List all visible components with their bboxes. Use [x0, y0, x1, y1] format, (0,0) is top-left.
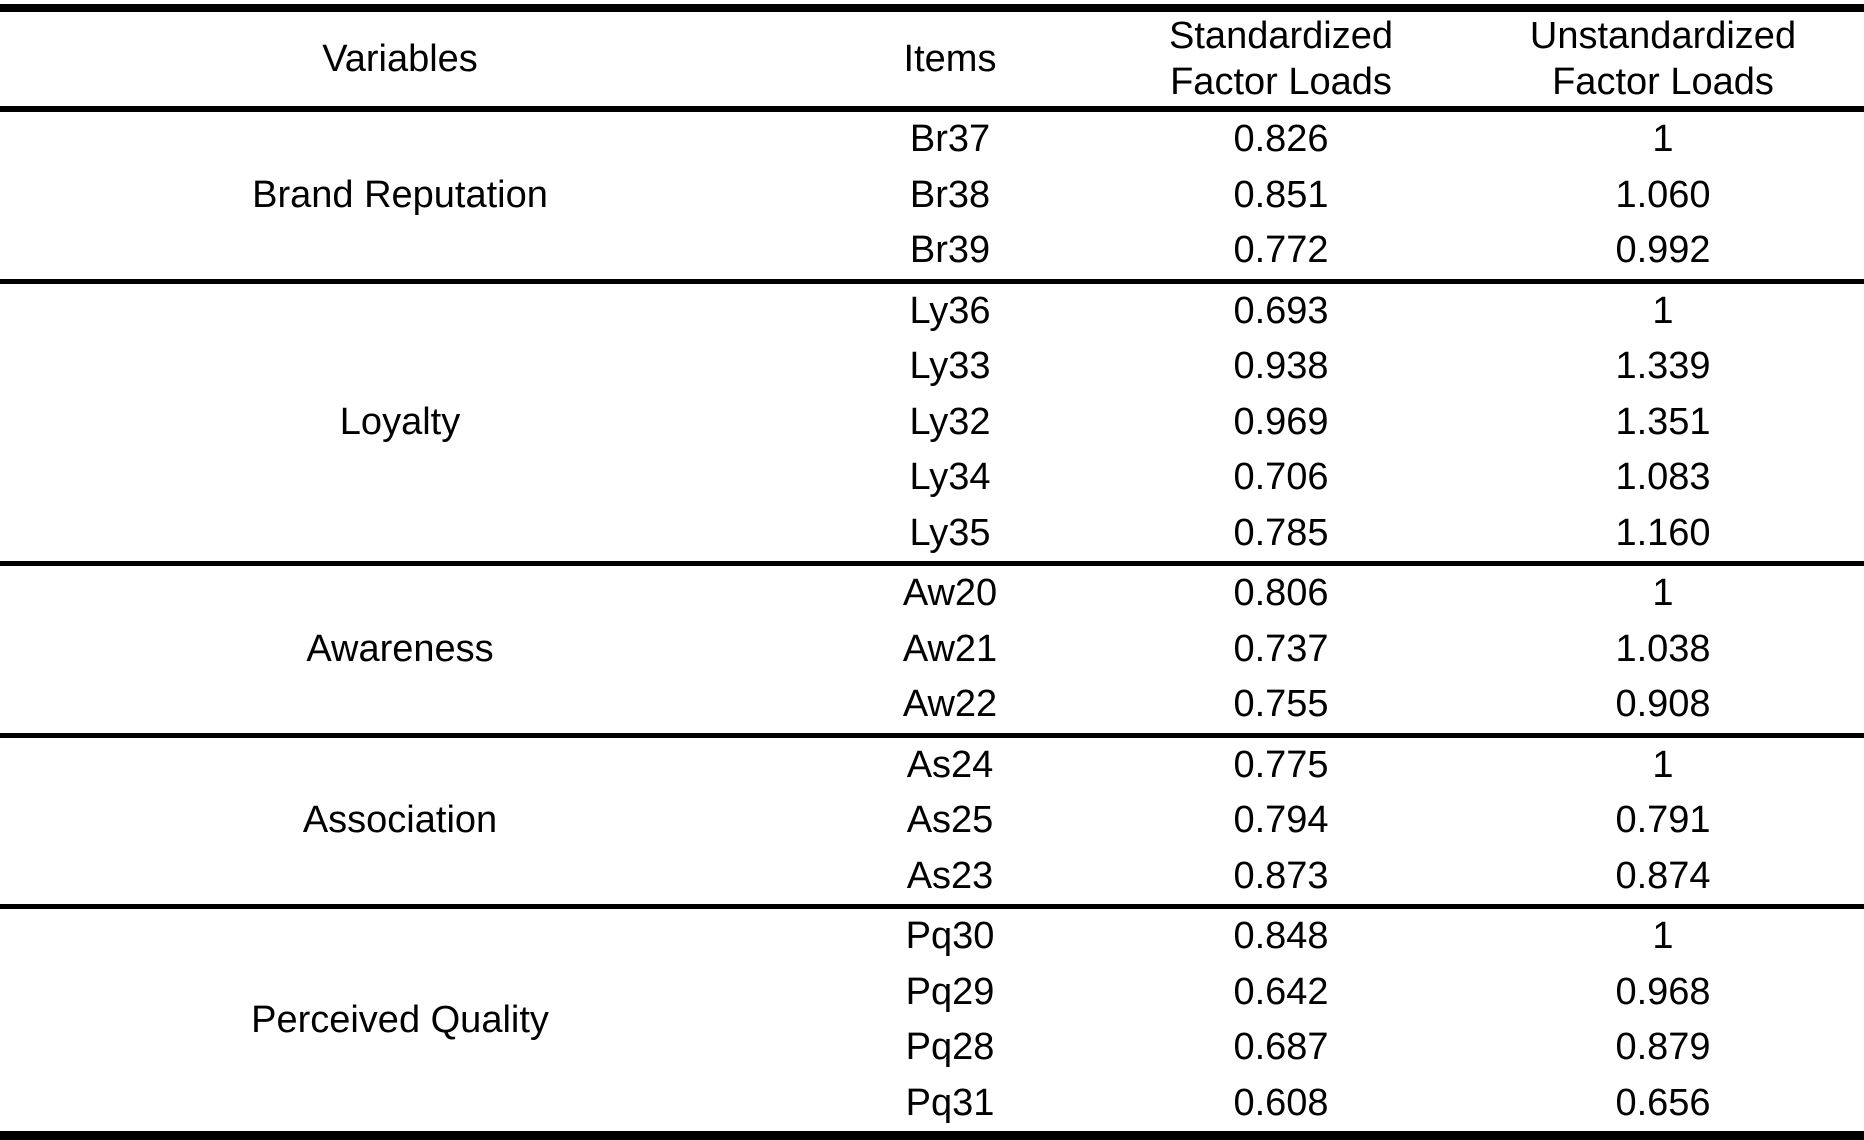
standardized-cell: 0.826: [1233, 118, 1329, 161]
col-header-standardized: Standardized Factor Loads: [1100, 8, 1462, 109]
table-row: Loyalty Ly36 0.693 1: [0, 281, 1864, 443]
col-header-unstandardized: Unstandardized Factor Loads: [1462, 8, 1864, 109]
standardized-cell: 0.687: [1233, 1026, 1329, 1069]
item-cell: Pq31: [905, 1081, 995, 1124]
standardized-cell: 0.806: [1233, 572, 1329, 615]
item-cell: Aw21: [902, 627, 998, 670]
unstandardized-cell: 1: [1652, 915, 1674, 958]
col-header-variables: Variables: [322, 37, 478, 80]
unstandardized-cell: 1.060: [1615, 173, 1711, 216]
item-cell: Pq29: [905, 970, 995, 1013]
item-cell: Br38: [909, 173, 991, 216]
variable-cell: Loyalty: [339, 400, 461, 443]
table-row: Ly34 0.706 1.083: [0, 450, 1864, 506]
item-cell: Pq30: [905, 915, 995, 958]
table-row: Ly32 0.969 1.351: [0, 395, 1864, 451]
variable-cell: Perceived Quality: [251, 998, 549, 1041]
table-row: Brand Reputation Br37 0.826 1: [0, 109, 1864, 216]
unstandardized-cell: 0.908: [1615, 683, 1711, 726]
section-awareness: Awareness Aw20 0.806 1 Aw21 0.737 1.038 …: [0, 564, 1864, 735]
table-row: Ly35 0.785 1.160: [0, 506, 1864, 564]
standardized-cell: 0.785: [1233, 511, 1329, 554]
unstandardized-cell: 1.351: [1615, 400, 1711, 443]
variable-cell: Awareness: [306, 627, 494, 670]
table-row: As23 0.873 0.874: [0, 849, 1864, 907]
unstandardized-cell: 0.968: [1615, 970, 1711, 1013]
standardized-cell: 0.737: [1233, 627, 1329, 670]
standardized-cell: 0.851: [1233, 173, 1329, 216]
standardized-cell: 0.794: [1233, 799, 1329, 842]
table-row: As25 0.794 0.791: [0, 793, 1864, 849]
item-cell: As24: [906, 743, 994, 786]
standardized-cell: 0.706: [1233, 456, 1329, 499]
item-cell: Ly35: [909, 511, 991, 554]
table-row: Pq28 0.687 0.879: [0, 1020, 1864, 1076]
item-cell: Ly32: [909, 400, 991, 443]
unstandardized-cell: 1.160: [1615, 511, 1711, 554]
table-row: Awareness Aw20 0.806 1: [0, 564, 1864, 670]
item-cell: Br37: [909, 118, 991, 161]
unstandardized-cell: 0.879: [1615, 1026, 1711, 1069]
section-perceived-quality: Perceived Quality Pq30 0.848 1 Pq29 0.64…: [0, 907, 1864, 1136]
item-cell: Ly33: [909, 345, 991, 388]
item-cell: Ly36: [909, 289, 991, 332]
table-row: Br38 0.851 1.060: [0, 168, 1864, 224]
col-header-standardized-line2: Factor Loads: [1170, 61, 1392, 103]
unstandardized-cell: 0.656: [1615, 1081, 1711, 1124]
table-row: Br39 0.772 0.992: [0, 223, 1864, 281]
table-header-row: Variables Items Standardized Factor Load…: [0, 8, 1864, 109]
unstandardized-cell: 1: [1652, 572, 1674, 615]
table-row: Aw21 0.737 1.038: [0, 622, 1864, 678]
unstandardized-cell: 0.992: [1615, 229, 1711, 272]
standardized-cell: 0.772: [1233, 229, 1329, 272]
unstandardized-cell: 1: [1652, 743, 1674, 786]
standardized-cell: 0.693: [1233, 289, 1329, 332]
section-association: Association As24 0.775 1 As25 0.794 0.79…: [0, 735, 1864, 907]
table-row: Aw22 0.755 0.908: [0, 677, 1864, 735]
col-header-unstandardized-line1: Unstandardized: [1529, 15, 1797, 57]
variable-cell: Association: [302, 799, 498, 842]
item-cell: As23: [906, 854, 994, 897]
item-cell: Ly34: [909, 456, 991, 499]
item-cell: Br39: [909, 229, 991, 272]
table-row: Pq31 0.608 0.656: [0, 1076, 1864, 1136]
standardized-cell: 0.755: [1233, 683, 1329, 726]
section-brand-reputation: Brand Reputation Br37 0.826 1 Br38 0.851…: [0, 109, 1864, 281]
unstandardized-cell: 1.339: [1615, 345, 1711, 388]
standardized-cell: 0.608: [1233, 1081, 1329, 1124]
standardized-cell: 0.969: [1233, 400, 1329, 443]
standardized-cell: 0.642: [1233, 970, 1329, 1013]
item-cell: As25: [906, 799, 994, 842]
standardized-cell: 0.775: [1233, 743, 1329, 786]
unstandardized-cell: 0.791: [1615, 799, 1711, 842]
standardized-cell: 0.873: [1233, 854, 1329, 897]
unstandardized-cell: 1.038: [1615, 627, 1711, 670]
table-row: Ly33 0.938 1.339: [0, 339, 1864, 395]
col-header-items: Items: [903, 37, 997, 80]
standardized-cell: 0.848: [1233, 915, 1329, 958]
item-cell: Aw20: [902, 572, 998, 615]
table-row: Pq29 0.642 0.968: [0, 965, 1864, 1021]
table-row: Association As24 0.775 1: [0, 735, 1864, 842]
col-header-unstandardized-line2: Factor Loads: [1552, 61, 1774, 103]
item-cell: Aw22: [902, 683, 998, 726]
factor-loads-table: Variables Items Standardized Factor Load…: [0, 4, 1864, 1140]
variable-cell: Brand Reputation: [252, 173, 548, 216]
unstandardized-cell: 0.874: [1615, 854, 1711, 897]
table-row: Perceived Quality Pq30 0.848 1: [0, 907, 1864, 1040]
unstandardized-cell: 1: [1652, 289, 1674, 332]
standardized-cell: 0.938: [1233, 345, 1329, 388]
section-loyalty: Loyalty Ly36 0.693 1 Ly33 0.938 1.339 Ly…: [0, 281, 1864, 564]
col-header-standardized-line1: Standardized: [1169, 15, 1393, 57]
item-cell: Pq28: [905, 1026, 995, 1069]
unstandardized-cell: 1.083: [1615, 456, 1711, 499]
unstandardized-cell: 1: [1652, 118, 1674, 161]
